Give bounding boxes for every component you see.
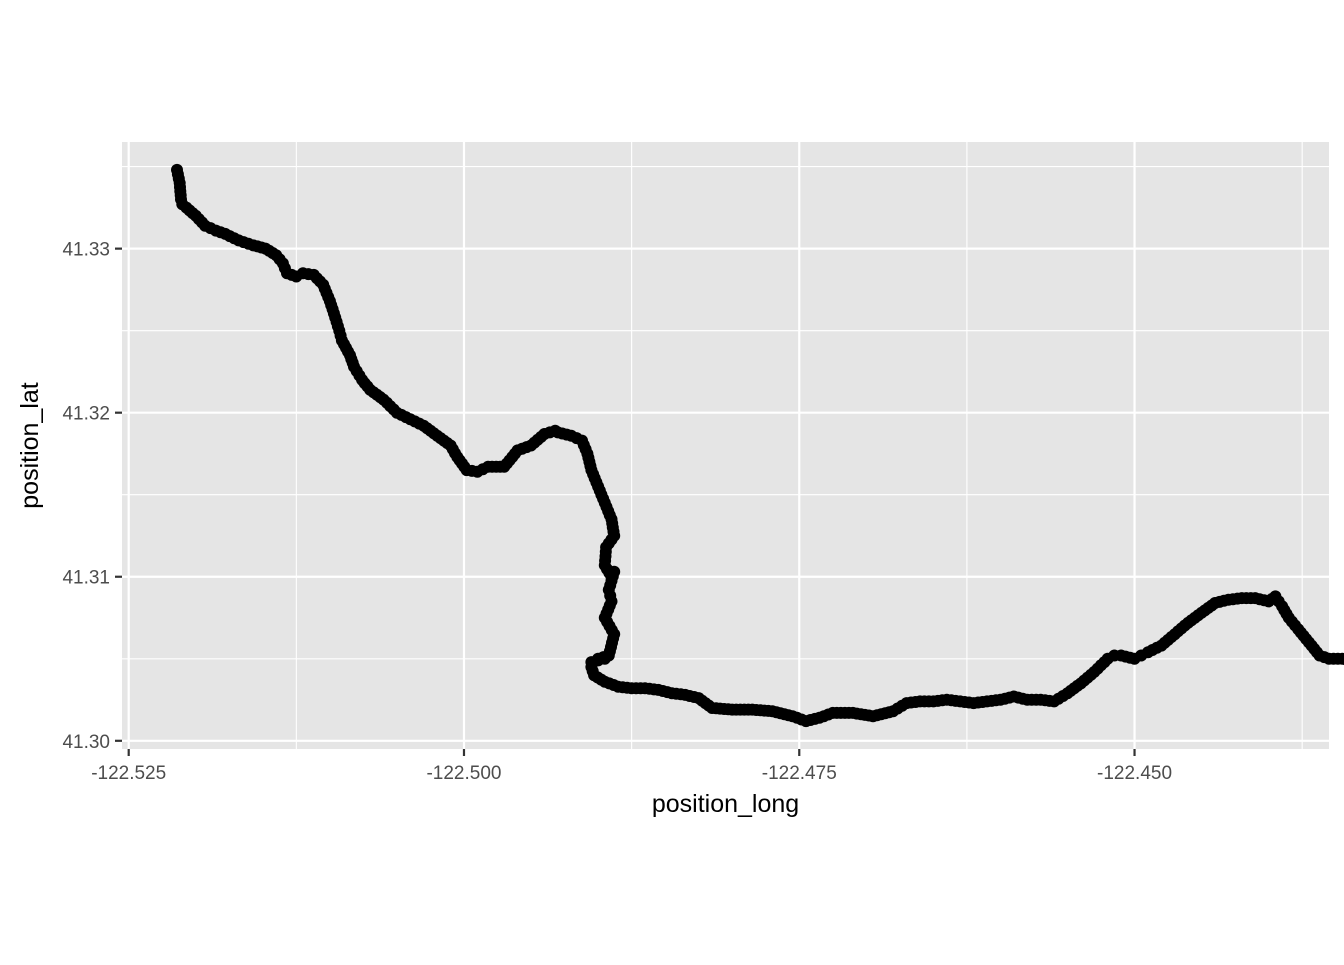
plot-panel	[122, 142, 1329, 749]
x-tick-label: -122.500	[426, 763, 501, 784]
x-tick-label: -122.525	[91, 763, 166, 784]
x-axis: -122.525 -122.500 -122.475 -122.450	[91, 749, 1172, 784]
y-tick-label: 41.33	[62, 240, 110, 261]
data-point	[1340, 654, 1344, 666]
x-tick-label: -122.450	[1097, 763, 1172, 784]
y-axis: 41.30 41.31 41.32 41.33	[62, 240, 122, 753]
y-tick-label: 41.31	[62, 568, 110, 589]
data-series	[171, 163, 1344, 728]
y-axis-title: position_lat	[16, 382, 44, 509]
y-tick-label: 41.30	[62, 732, 110, 753]
y-tick-label: 41.32	[62, 404, 110, 425]
x-axis-title: position_long	[652, 790, 799, 818]
grid-major	[122, 142, 1329, 749]
x-tick-label: -122.475	[762, 763, 837, 784]
grid-minor	[122, 142, 1329, 749]
